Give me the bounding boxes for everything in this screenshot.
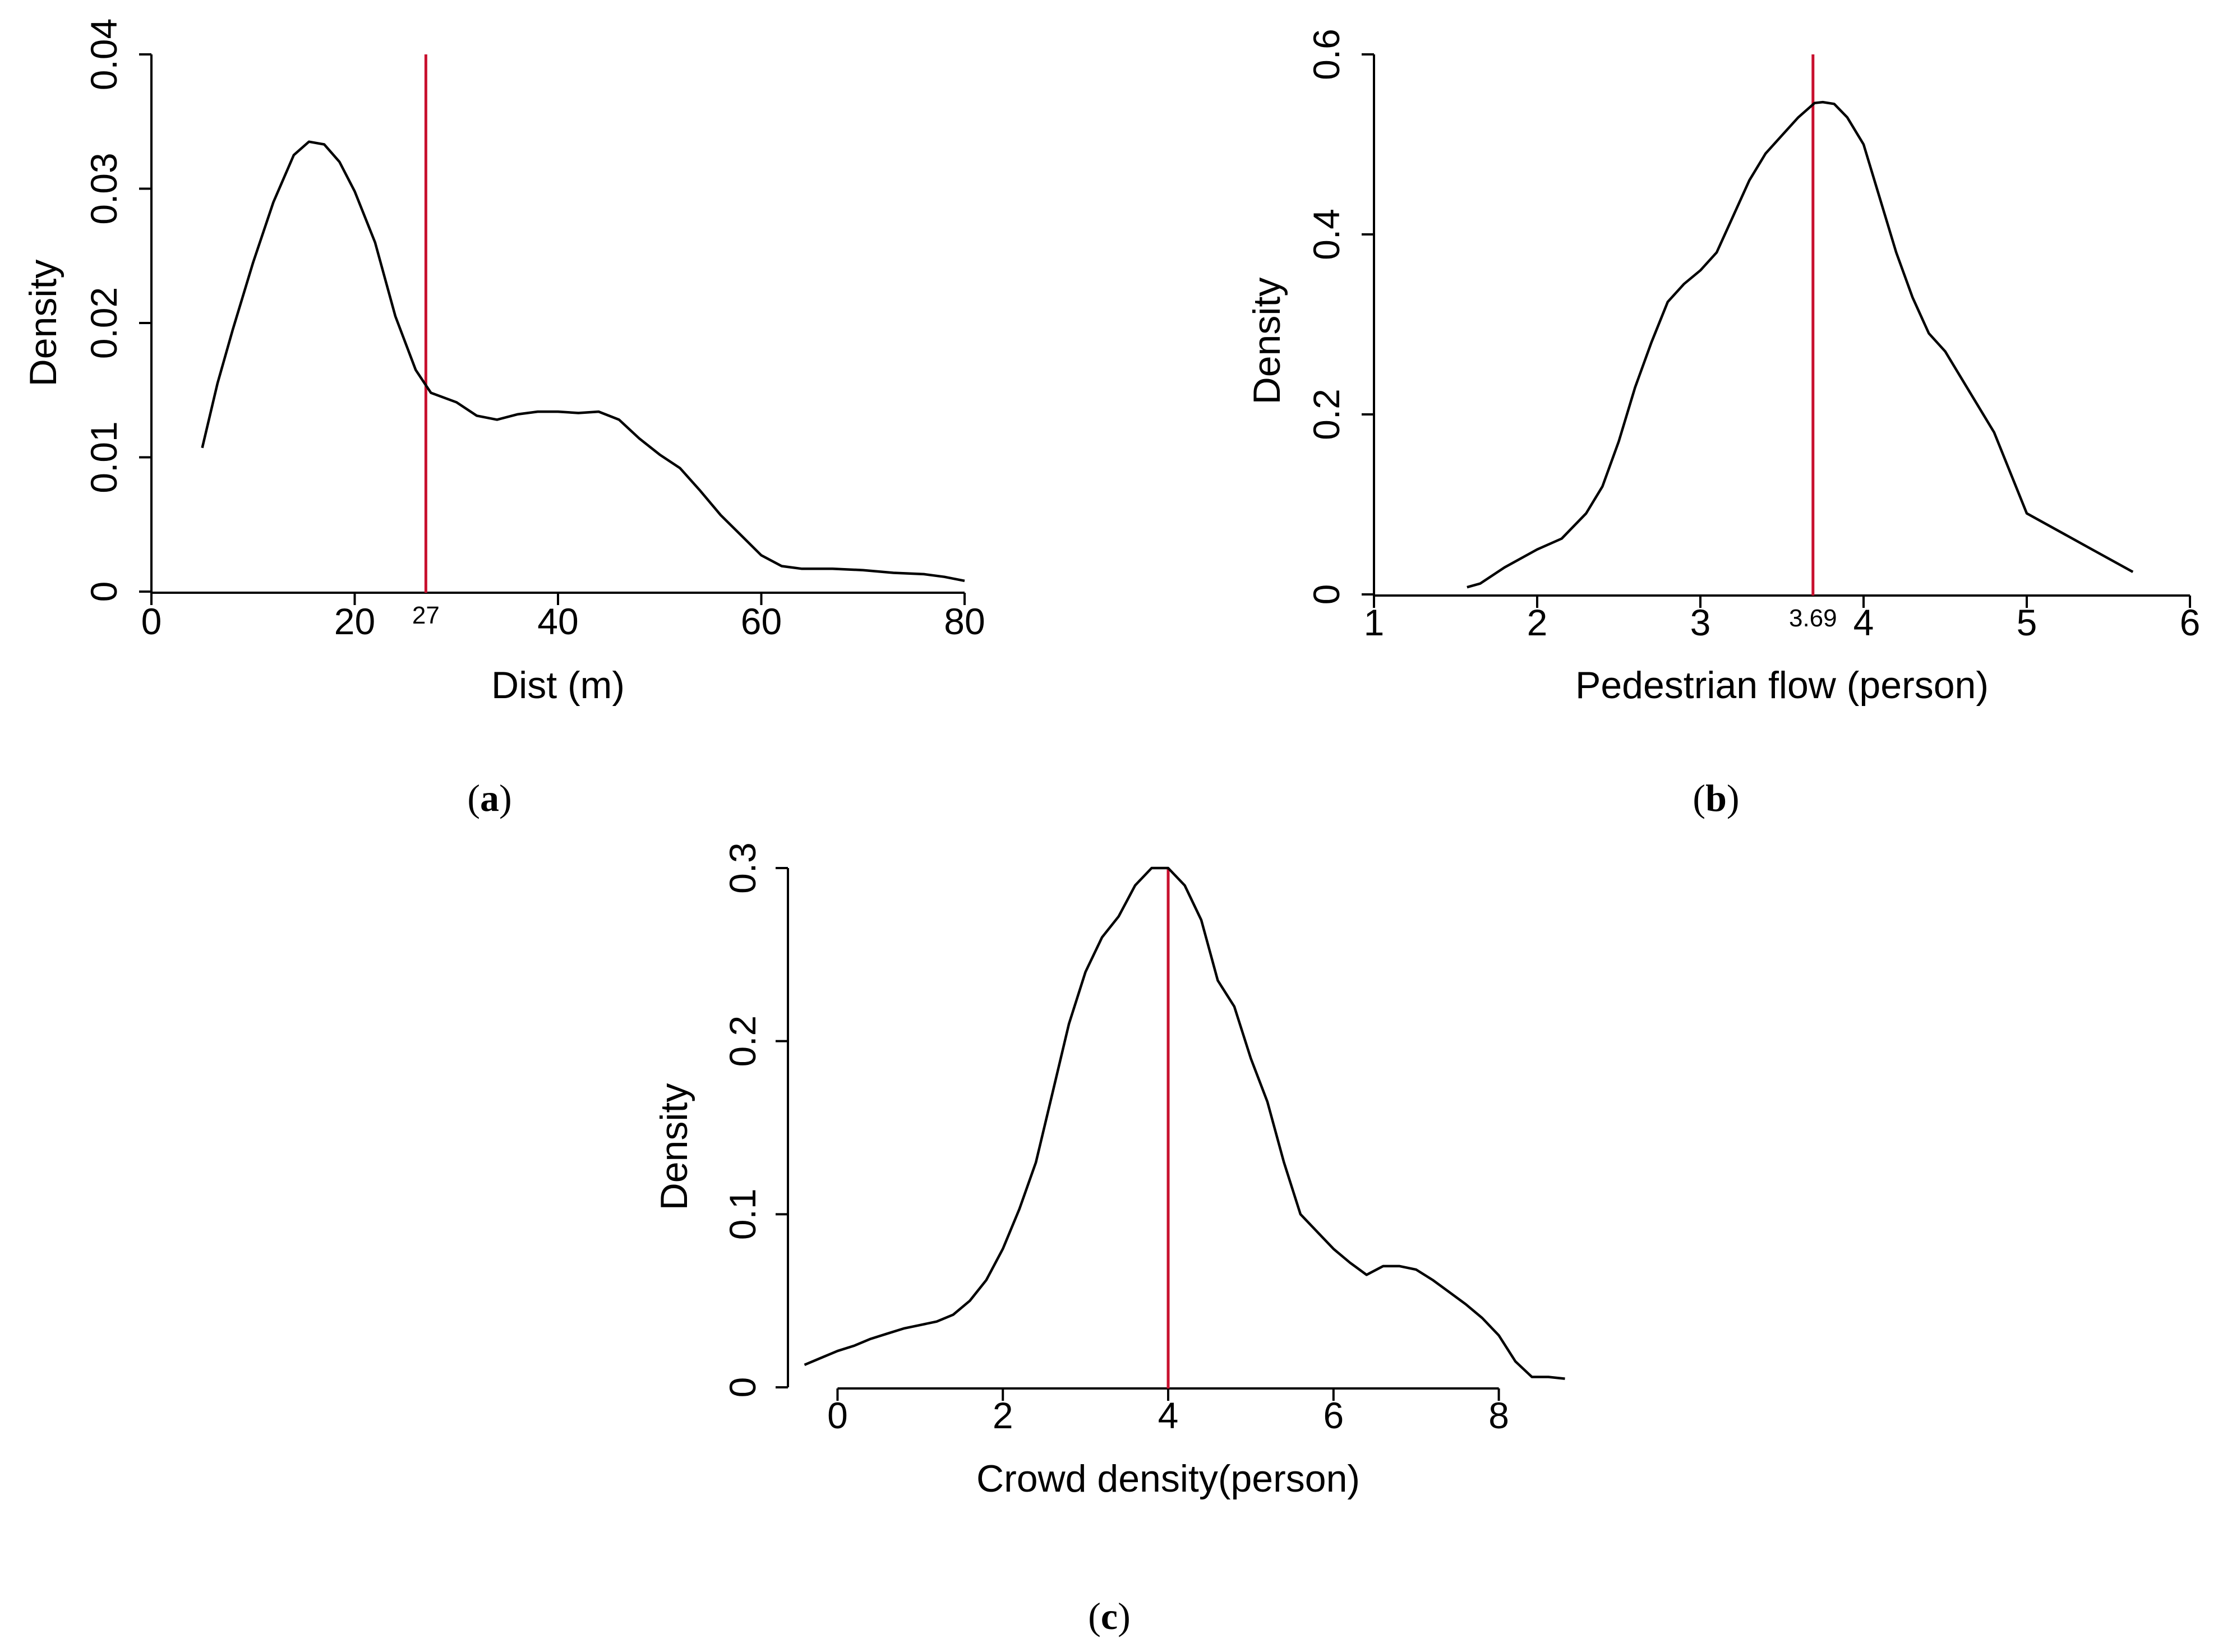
x-axis-label: Dist (m) — [491, 664, 625, 707]
x-axis-label: Crowd density(person) — [976, 1457, 1360, 1500]
y-tick-label: 0.2 — [722, 1016, 763, 1067]
x-tick-label: 3 — [1690, 602, 1711, 643]
panel-c-density-plot: 0 2 4 6 8 0 0.1 0.2 0.3 Crowd density(person) Dens… — [653, 842, 1565, 1500]
y-tick-label: 0 — [83, 582, 124, 602]
y-tick-label: 0.4 — [1306, 209, 1347, 260]
x-tick-label: 2 — [993, 1395, 1013, 1436]
y-axis-label: Density — [653, 1083, 695, 1211]
x-tick-label: 6 — [2180, 602, 2201, 643]
x-tick-label: 0 — [141, 601, 162, 642]
x-tick-label: 80 — [944, 601, 985, 642]
mean-reference-label: 3.69 — [1789, 604, 1837, 632]
x-tick-label: 60 — [741, 601, 782, 642]
x-axis-label: Pedestrian flow (person) — [1575, 664, 1989, 707]
x-tick-label: 8 — [1488, 1395, 1509, 1436]
x-tick-label: 20 — [334, 601, 375, 642]
y-tick-label: 0.3 — [722, 842, 763, 894]
y-tick-label: 0.03 — [83, 153, 124, 224]
y-tick-label: 0.02 — [83, 287, 124, 359]
y-tick-label: 0.04 — [83, 19, 124, 90]
caption-c: (c) — [1088, 1595, 1131, 1637]
x-tick-label: 5 — [2017, 602, 2037, 643]
density-curve — [201, 140, 965, 583]
y-tick-label: 0.2 — [1306, 389, 1347, 440]
density-curve — [804, 866, 1565, 1380]
caption-a: (a) — [467, 777, 511, 819]
density-curve — [1467, 100, 2134, 589]
y-axis-label: Density — [1246, 278, 1288, 405]
y-axis-label: Density — [22, 260, 64, 387]
caption-b: (b) — [1693, 777, 1739, 819]
panel-a-density-plot: 0 20 40 60 80 0 0.01 0.02 0.03 0.04 Dist (m) Densit… — [22, 19, 985, 707]
y-tick-label: 0.1 — [722, 1188, 763, 1240]
x-tick-label: 4 — [1853, 602, 1874, 643]
x-tick-label: 40 — [537, 601, 578, 642]
x-tick-label: 4 — [1158, 1395, 1179, 1436]
mean-reference-label: 27 — [412, 602, 440, 629]
y-tick-label: 0.01 — [83, 421, 124, 493]
y-tick-label: 0 — [722, 1377, 763, 1398]
panel-b-density-plot: 1 2 3 4 5 6 0 0.2 0.4 0.6 Pedestrian flow (person)… — [1246, 29, 2200, 707]
x-tick-label: 2 — [1527, 602, 1548, 643]
x-tick-label: 6 — [1323, 1395, 1344, 1436]
y-tick-label: 0.6 — [1306, 29, 1347, 80]
x-tick-label: 0 — [827, 1395, 848, 1436]
x-tick-label: 1 — [1364, 602, 1385, 643]
y-tick-label: 0 — [1306, 584, 1347, 605]
